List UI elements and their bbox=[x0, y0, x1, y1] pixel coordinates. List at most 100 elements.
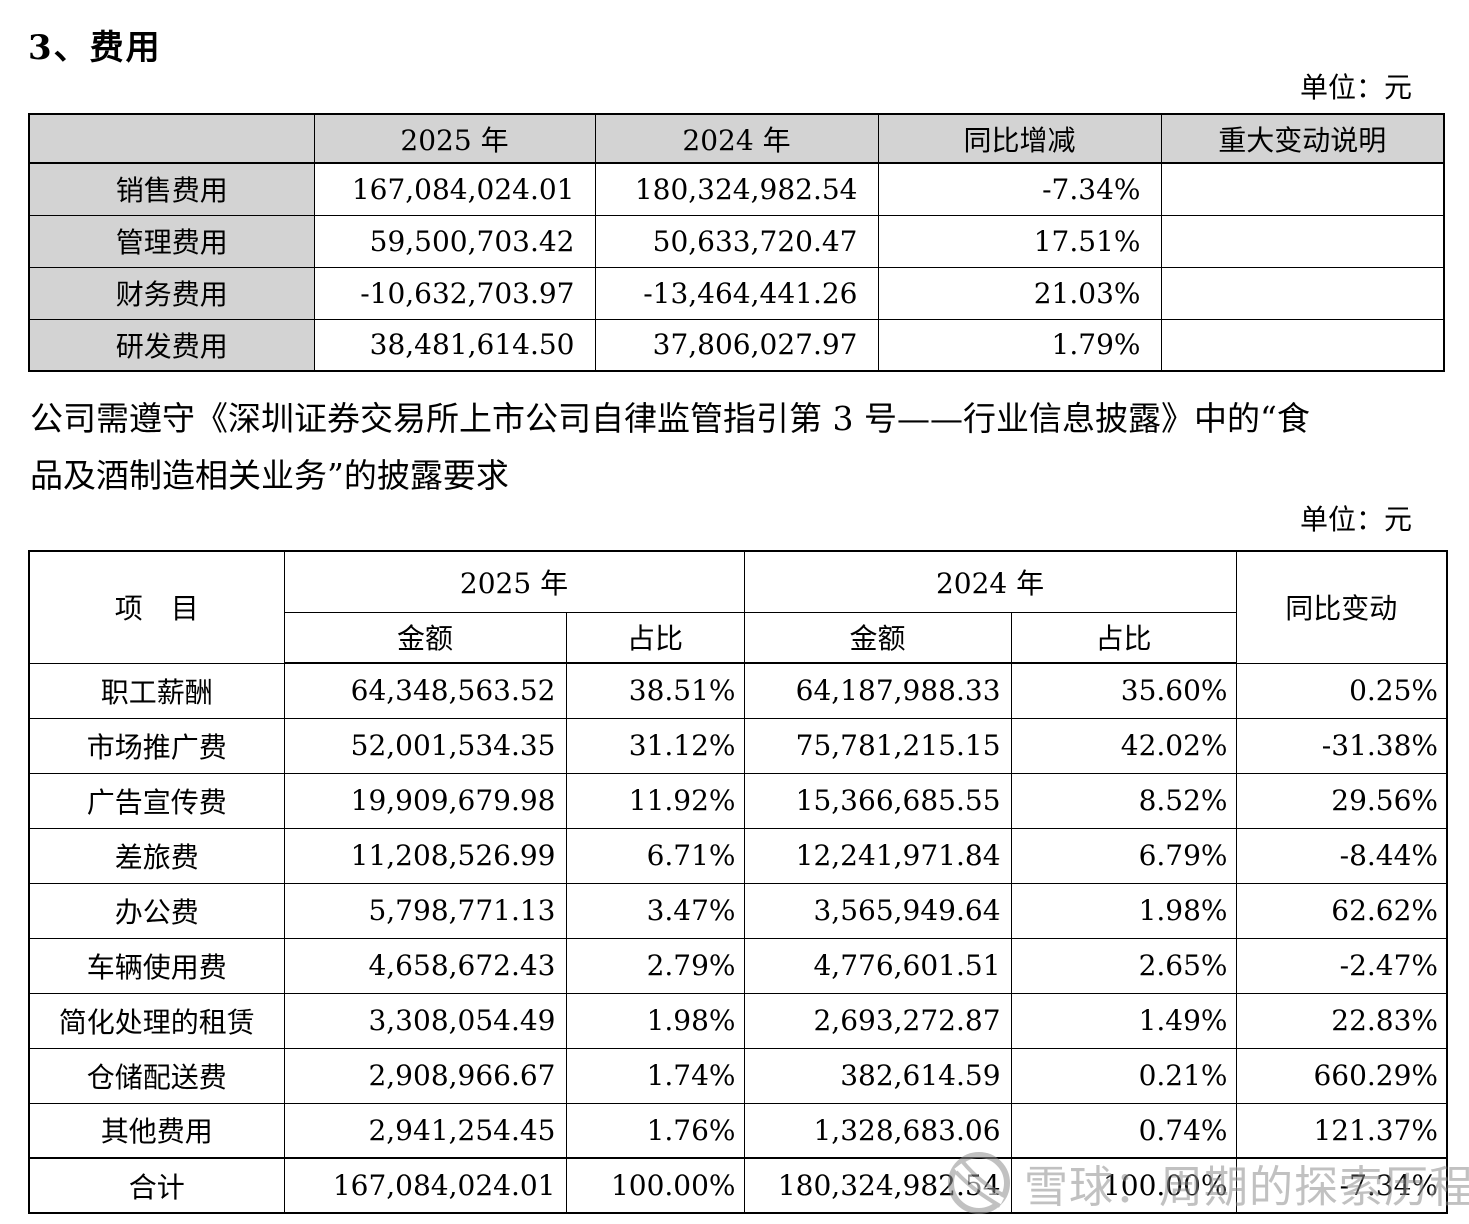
amount-2025: 2,908,966.67 bbox=[283, 1047, 567, 1104]
ratio-2024: 35.60% bbox=[1010, 662, 1237, 719]
amount-2024: 4,776,601.51 bbox=[743, 937, 1012, 994]
value-yoy: -7.34% bbox=[877, 162, 1162, 216]
value-2024: 50,633,720.47 bbox=[594, 214, 879, 268]
yoy-change: -7.34% bbox=[1235, 1157, 1448, 1214]
ratio-2025: 1.76% bbox=[565, 1102, 745, 1159]
table-row: 车辆使用费 4,658,672.43 2.79% 4,776,601.51 2.… bbox=[28, 937, 1448, 994]
ratio-2024: 1.49% bbox=[1010, 992, 1237, 1049]
table-row: 销售费用 167,084,024.01 180,324,982.54 -7.34… bbox=[28, 162, 1445, 216]
yoy-change: 29.56% bbox=[1235, 772, 1448, 829]
header-cell-blank bbox=[28, 113, 315, 164]
amount-2025: 4,658,672.43 bbox=[283, 937, 567, 994]
yoy-change: -2.47% bbox=[1235, 937, 1448, 994]
row-label: 职工薪酬 bbox=[28, 662, 285, 719]
table-row: 财务费用 -10,632,703.97 -13,464,441.26 21.03… bbox=[28, 266, 1445, 320]
value-2025: 59,500,703.42 bbox=[313, 214, 596, 268]
header-cell-2024: 2024 年 bbox=[743, 550, 1237, 613]
header-cell-item: 项 目 bbox=[28, 550, 285, 664]
yoy-change: -31.38% bbox=[1235, 717, 1448, 774]
ratio-2025: 1.98% bbox=[565, 992, 745, 1049]
value-2024: 180,324,982.54 bbox=[594, 162, 879, 216]
table-row: 市场推广费 52,001,534.35 31.12% 75,781,215.15… bbox=[28, 717, 1448, 774]
table-header-row: 2025 年 2024 年 同比增减 重大变动说明 bbox=[28, 113, 1445, 164]
table-row: 职工薪酬 64,348,563.52 38.51% 64,187,988.33 … bbox=[28, 662, 1448, 719]
yoy-change: 22.83% bbox=[1235, 992, 1448, 1049]
ratio-2025: 38.51% bbox=[565, 662, 745, 719]
ratio-2025: 11.92% bbox=[565, 772, 745, 829]
header-cell-amount-2024: 金额 bbox=[743, 611, 1012, 664]
ratio-2025: 3.47% bbox=[565, 882, 745, 939]
row-label: 合计 bbox=[28, 1157, 285, 1214]
ratio-2025: 2.79% bbox=[565, 937, 745, 994]
header-cell-ratio-2025: 占比 bbox=[565, 611, 745, 664]
row-label: 仓储配送费 bbox=[28, 1047, 285, 1104]
row-label: 其他费用 bbox=[28, 1102, 285, 1159]
amount-2025: 19,909,679.98 bbox=[283, 772, 567, 829]
row-label: 差旅费 bbox=[28, 827, 285, 884]
amount-2025: 167,084,024.01 bbox=[283, 1157, 567, 1214]
yoy-change: 121.37% bbox=[1235, 1102, 1448, 1159]
amount-2025: 2,941,254.45 bbox=[283, 1102, 567, 1159]
amount-2024: 2,693,272.87 bbox=[743, 992, 1012, 1049]
header-cell-amount-2025: 金额 bbox=[283, 611, 567, 664]
page-title: 3、费用 bbox=[28, 28, 162, 68]
value-note bbox=[1160, 162, 1445, 216]
value-yoy: 21.03% bbox=[877, 266, 1162, 320]
value-2024: 37,806,027.97 bbox=[594, 318, 879, 372]
ratio-2024: 8.52% bbox=[1010, 772, 1237, 829]
header-cell-ratio-2024: 占比 bbox=[1010, 611, 1237, 664]
amount-2025: 11,208,526.99 bbox=[283, 827, 567, 884]
table-total-row: 合计 167,084,024.01 100.00% 180,324,982.54… bbox=[28, 1157, 1448, 1214]
ratio-2024: 42.02% bbox=[1010, 717, 1237, 774]
table-row: 其他费用 2,941,254.45 1.76% 1,328,683.06 0.7… bbox=[28, 1102, 1448, 1159]
table-row: 差旅费 11,208,526.99 6.71% 12,241,971.84 6.… bbox=[28, 827, 1448, 884]
unit-label-table2: 单位：元 bbox=[1299, 503, 1412, 536]
amount-2025: 52,001,534.35 bbox=[283, 717, 567, 774]
amount-2025: 3,308,054.49 bbox=[283, 992, 567, 1049]
yoy-change: 62.62% bbox=[1235, 882, 1448, 939]
header-cell-yoy: 同比变动 bbox=[1235, 550, 1448, 664]
table-row: 管理费用 59,500,703.42 50,633,720.47 17.51% bbox=[28, 214, 1445, 268]
ratio-2024: 100.00% bbox=[1010, 1157, 1237, 1214]
amount-2024: 180,324,982.54 bbox=[743, 1157, 1012, 1214]
value-note bbox=[1160, 318, 1445, 372]
table-row: 研发费用 38,481,614.50 37,806,027.97 1.79% bbox=[28, 318, 1445, 372]
ratio-2025: 100.00% bbox=[565, 1157, 745, 1214]
header-cell-2024: 2024 年 bbox=[594, 113, 879, 164]
yoy-change: 660.29% bbox=[1235, 1047, 1448, 1104]
ratio-2024: 0.74% bbox=[1010, 1102, 1237, 1159]
unit-label-table1: 单位：元 bbox=[1299, 71, 1412, 104]
row-label: 研发费用 bbox=[28, 318, 315, 372]
value-2025: -10,632,703.97 bbox=[313, 266, 596, 320]
ratio-2024: 6.79% bbox=[1010, 827, 1237, 884]
ratio-2025: 6.71% bbox=[565, 827, 745, 884]
amount-2024: 382,614.59 bbox=[743, 1047, 1012, 1104]
ratio-2024: 2.65% bbox=[1010, 937, 1237, 994]
ratio-2024: 1.98% bbox=[1010, 882, 1237, 939]
row-label: 广告宣传费 bbox=[28, 772, 285, 829]
amount-2025: 64,348,563.52 bbox=[283, 662, 567, 719]
table-row: 简化处理的租赁 3,308,054.49 1.98% 2,693,272.87 … bbox=[28, 992, 1448, 1049]
header-cell-2025: 2025 年 bbox=[313, 113, 596, 164]
amount-2024: 75,781,215.15 bbox=[743, 717, 1012, 774]
amount-2025: 5,798,771.13 bbox=[283, 882, 567, 939]
amount-2024: 3,565,949.64 bbox=[743, 882, 1012, 939]
paragraph-line: 品及酒制造相关业务”的披露要求 bbox=[30, 456, 509, 495]
disclosure-paragraph: 公司需遵守《深圳证券交易所上市公司自律监管指引第 3 号——行业信息披露》中的“… bbox=[30, 390, 1440, 504]
ratio-2025: 31.12% bbox=[565, 717, 745, 774]
amount-2024: 64,187,988.33 bbox=[743, 662, 1012, 719]
paragraph-line: 公司需遵守《深圳证券交易所上市公司自律监管指引第 3 号——行业信息披露》中的“… bbox=[30, 399, 1310, 438]
value-2025: 38,481,614.50 bbox=[313, 318, 596, 372]
row-label: 市场推广费 bbox=[28, 717, 285, 774]
row-label: 车辆使用费 bbox=[28, 937, 285, 994]
header-cell-note: 重大变动说明 bbox=[1160, 113, 1445, 164]
ratio-2024: 0.21% bbox=[1010, 1047, 1237, 1104]
row-label: 销售费用 bbox=[28, 162, 315, 216]
table-row: 仓储配送费 2,908,966.67 1.74% 382,614.59 0.21… bbox=[28, 1047, 1448, 1104]
value-2024: -13,464,441.26 bbox=[594, 266, 879, 320]
table-row: 广告宣传费 19,909,679.98 11.92% 15,366,685.55… bbox=[28, 772, 1448, 829]
value-2025: 167,084,024.01 bbox=[313, 162, 596, 216]
amount-2024: 1,328,683.06 bbox=[743, 1102, 1012, 1159]
header-cell-yoy: 同比增减 bbox=[877, 113, 1162, 164]
value-yoy: 17.51% bbox=[877, 214, 1162, 268]
